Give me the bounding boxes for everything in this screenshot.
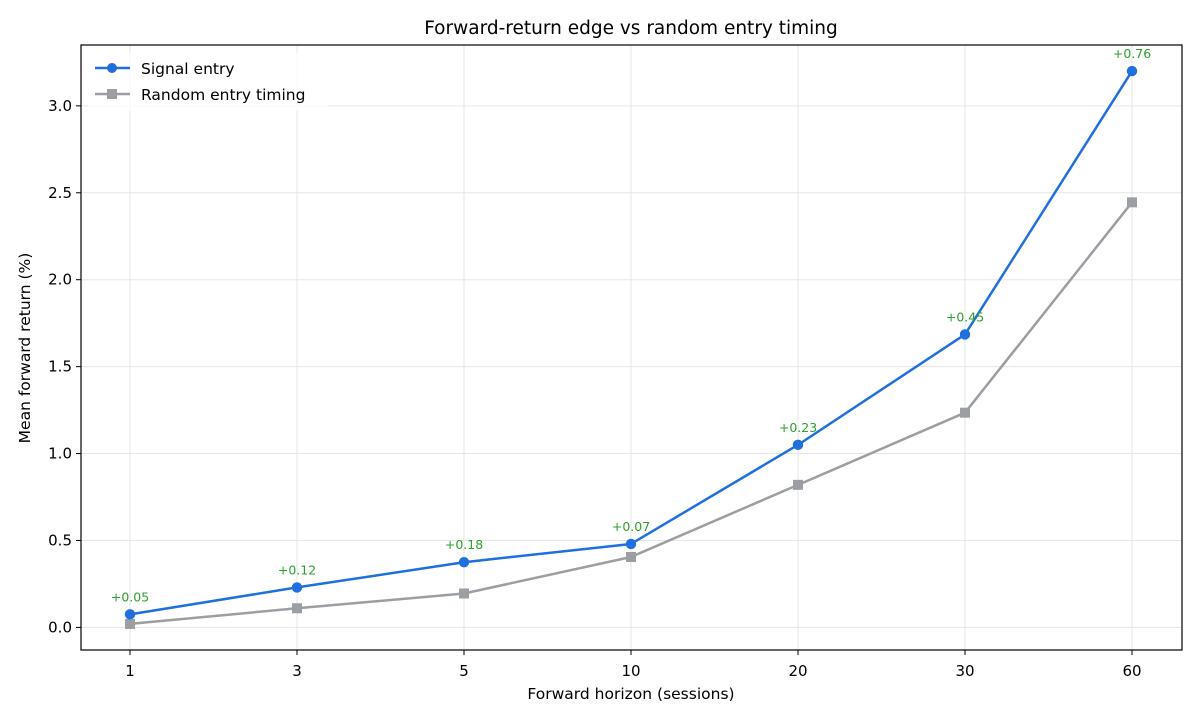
x-axis-label: Forward horizon (sessions) <box>527 685 734 703</box>
y-tick-label: 3.0 <box>48 97 72 115</box>
legend-label-signal-entry: Signal entry <box>141 60 235 78</box>
x-tick-label: 3 <box>292 662 302 680</box>
data-point-signal-entry <box>1126 65 1138 77</box>
y-tick-label: 0.0 <box>48 618 72 636</box>
data-point-signal-entry <box>959 329 971 340</box>
y-tick-label: 1.0 <box>48 445 72 463</box>
data-point-signal-entry <box>625 538 637 550</box>
data-point-signal-entry <box>291 582 303 593</box>
x-tick-label: 60 <box>1122 662 1141 680</box>
legend-marker-signal-entry <box>107 63 117 73</box>
data-point-random-entry-timing <box>960 407 970 418</box>
y-tick-label: 2.0 <box>48 271 72 289</box>
axis-layer: 1 3 5 10 20 30 60 0.0 0.5 1.0 1.5 2.0 2.5 3.0 <box>48 97 1141 680</box>
grid-layer <box>81 45 1182 650</box>
data-point-random-entry-timing <box>125 618 135 629</box>
edge-annotation: +0.23 <box>779 420 817 435</box>
data-point-random-entry-timing <box>292 603 302 614</box>
edge-annotation: +0.05 <box>111 589 149 604</box>
edge-annotation: +0.18 <box>445 537 483 552</box>
data-point-signal-entry <box>458 557 470 568</box>
x-tick-label: 30 <box>955 662 974 680</box>
plot-frame <box>80 44 1183 651</box>
legend: Signal entry Random entry timing <box>88 53 328 111</box>
edge-annotation: +0.07 <box>612 519 650 534</box>
data-point-random-entry-timing <box>459 588 469 599</box>
y-tick-label: 1.5 <box>48 358 72 376</box>
data-point-signal-entry <box>124 609 136 620</box>
y-tick-label: 0.5 <box>48 531 72 549</box>
x-tick-label: 10 <box>621 662 640 680</box>
x-tick-label: 5 <box>459 662 469 680</box>
y-axis-label: Mean forward return (%) <box>16 253 34 444</box>
legend-item-random-entry: Random entry timing <box>95 86 305 104</box>
y-tick-label: 2.5 <box>48 184 72 202</box>
x-tick-label: 20 <box>788 662 807 680</box>
annotation-layer: +0.05 +0.12 +0.18 +0.07 +0.23 +0.45 +0.76 <box>111 46 1151 604</box>
edge-annotation: +0.76 <box>1113 46 1151 61</box>
data-point-random-entry-timing <box>626 551 636 562</box>
legend-marker-random-entry <box>107 89 117 99</box>
data-point-signal-entry <box>792 439 804 451</box>
data-point-random-entry-timing <box>793 479 803 490</box>
x-tick-label: 1 <box>125 662 135 680</box>
chart-title: Forward-return edge vs random entry timi… <box>424 18 838 39</box>
data-point-random-entry-timing <box>1127 197 1137 208</box>
legend-box <box>88 53 328 111</box>
legend-item-signal-entry: Signal entry <box>95 60 235 78</box>
legend-label-random-entry: Random entry timing <box>141 86 305 104</box>
series-layer <box>124 65 1138 629</box>
edge-annotation: +0.45 <box>946 309 984 324</box>
edge-annotation: +0.12 <box>278 562 316 577</box>
